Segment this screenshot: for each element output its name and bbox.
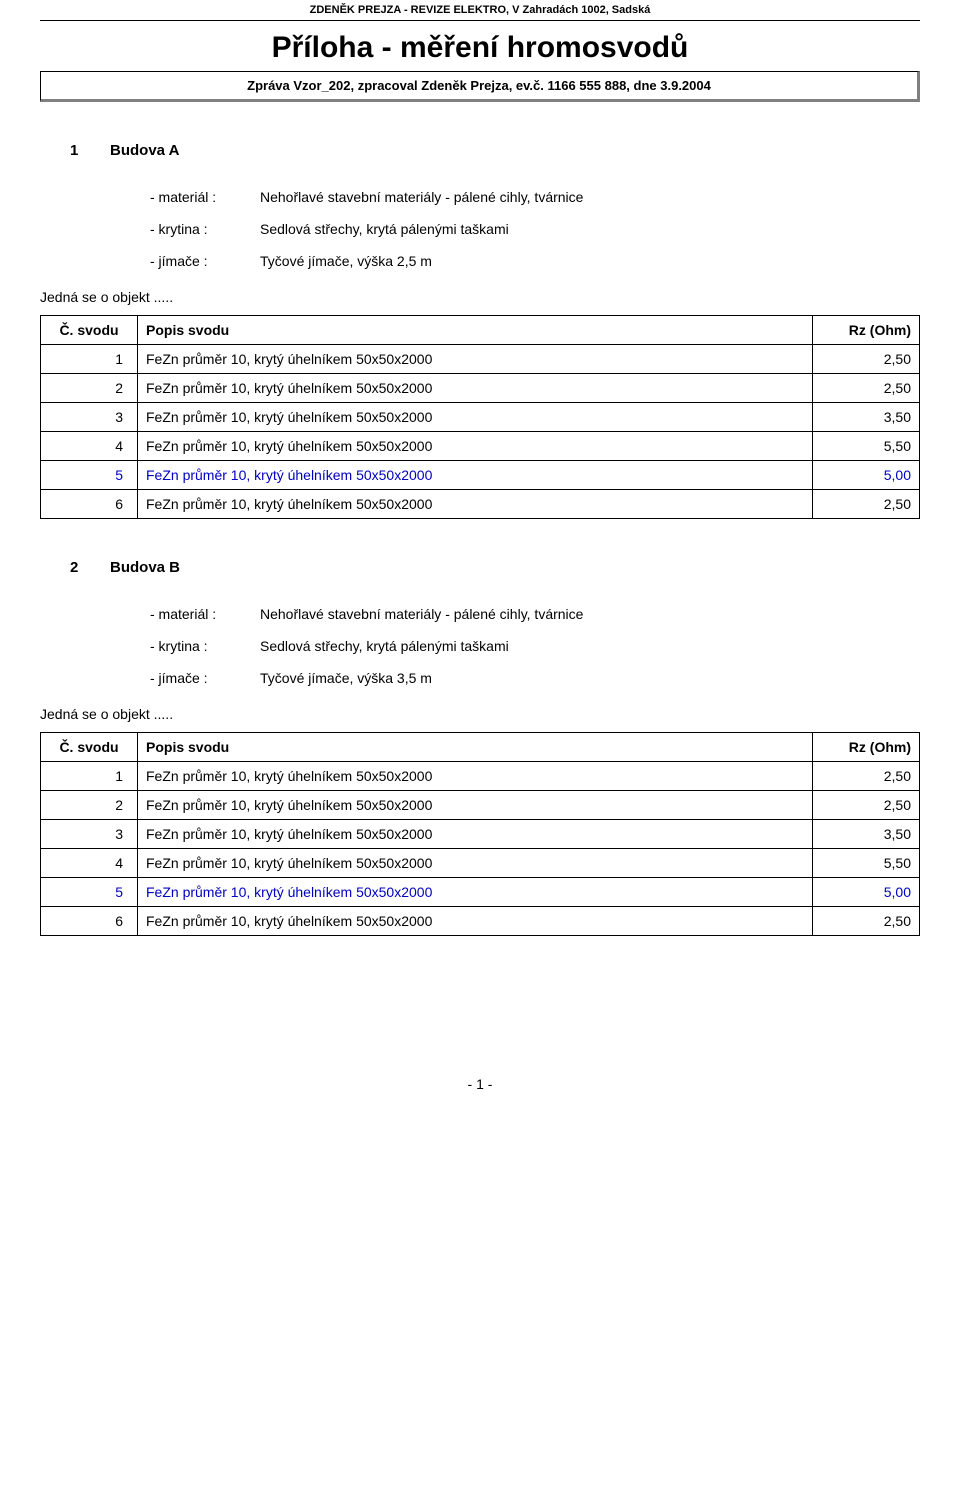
table-row: 1FeZn průměr 10, krytý úhelníkem 50x50x2… bbox=[41, 345, 920, 374]
cell-description: FeZn průměr 10, krytý úhelníkem 50x50x20… bbox=[138, 461, 813, 490]
table-row: 4FeZn průměr 10, krytý úhelníkem 50x50x2… bbox=[41, 849, 920, 878]
cell-description: FeZn průměr 10, krytý úhelníkem 50x50x20… bbox=[138, 432, 813, 461]
report-info-box: Zpráva Vzor_202, zpracoval Zdeněk Prejza… bbox=[40, 71, 920, 102]
property-label: - krytina : bbox=[150, 638, 260, 654]
cell-number: 1 bbox=[41, 762, 138, 791]
table-row: 5FeZn průměr 10, krytý úhelníkem 50x50x2… bbox=[41, 461, 920, 490]
cell-description: FeZn průměr 10, krytý úhelníkem 50x50x20… bbox=[138, 820, 813, 849]
cell-number: 2 bbox=[41, 374, 138, 403]
cell-rz: 2,50 bbox=[813, 791, 920, 820]
property-label: - materiál : bbox=[150, 606, 260, 622]
object-note: Jedná se o objekt ..... bbox=[40, 706, 920, 722]
cell-rz: 2,50 bbox=[813, 907, 920, 936]
cell-rz: 3,50 bbox=[813, 403, 920, 432]
property-value: Nehořlavé stavební materiály - pálené ci… bbox=[260, 189, 583, 205]
cell-number: 4 bbox=[41, 849, 138, 878]
table-row: 1FeZn průměr 10, krytý úhelníkem 50x50x2… bbox=[41, 762, 920, 791]
main-title: Příloha - měření hromosvodů bbox=[0, 21, 960, 71]
cell-rz: 2,50 bbox=[813, 490, 920, 519]
cell-rz: 5,50 bbox=[813, 849, 920, 878]
measurements-table: Č. svoduPopis svoduRz (Ohm)1FeZn průměr … bbox=[40, 315, 920, 519]
property-value: Tyčové jímače, výška 2,5 m bbox=[260, 253, 432, 269]
property-value: Tyčové jímače, výška 3,5 m bbox=[260, 670, 432, 686]
cell-number: 3 bbox=[41, 403, 138, 432]
column-header-number: Č. svodu bbox=[41, 733, 138, 762]
cell-description: FeZn průměr 10, krytý úhelníkem 50x50x20… bbox=[138, 345, 813, 374]
section-properties: - materiál :Nehořlavé stavební materiály… bbox=[150, 606, 920, 686]
cell-rz: 5,00 bbox=[813, 461, 920, 490]
property-label: - jímače : bbox=[150, 253, 260, 269]
table-row: 4FeZn průměr 10, krytý úhelníkem 50x50x2… bbox=[41, 432, 920, 461]
section-name: Budova A bbox=[110, 142, 179, 159]
cell-description: FeZn průměr 10, krytý úhelníkem 50x50x20… bbox=[138, 374, 813, 403]
cell-number: 5 bbox=[41, 878, 138, 907]
section-number: 2 bbox=[70, 559, 110, 576]
section-properties: - materiál :Nehořlavé stavební materiály… bbox=[150, 189, 920, 269]
property-label: - krytina : bbox=[150, 221, 260, 237]
cell-number: 1 bbox=[41, 345, 138, 374]
cell-description: FeZn průměr 10, krytý úhelníkem 50x50x20… bbox=[138, 878, 813, 907]
property-row: - krytina :Sedlová střechy, krytá pálený… bbox=[150, 638, 920, 654]
column-header-number: Č. svodu bbox=[41, 316, 138, 345]
column-header-rz: Rz (Ohm) bbox=[813, 316, 920, 345]
section-header: 1Budova A bbox=[70, 142, 920, 159]
table-row: 2FeZn průměr 10, krytý úhelníkem 50x50x2… bbox=[41, 791, 920, 820]
property-value: Sedlová střechy, krytá pálenými taškami bbox=[260, 638, 509, 654]
cell-rz: 3,50 bbox=[813, 820, 920, 849]
column-header-description: Popis svodu bbox=[138, 316, 813, 345]
table-row: 3FeZn průměr 10, krytý úhelníkem 50x50x2… bbox=[41, 820, 920, 849]
section-number: 1 bbox=[70, 142, 110, 159]
cell-description: FeZn průměr 10, krytý úhelníkem 50x50x20… bbox=[138, 762, 813, 791]
property-label: - jímače : bbox=[150, 670, 260, 686]
property-value: Sedlová střechy, krytá pálenými taškami bbox=[260, 221, 509, 237]
cell-number: 4 bbox=[41, 432, 138, 461]
table-row: 3FeZn průměr 10, krytý úhelníkem 50x50x2… bbox=[41, 403, 920, 432]
cell-number: 5 bbox=[41, 461, 138, 490]
property-row: - jímače :Tyčové jímače, výška 3,5 m bbox=[150, 670, 920, 686]
object-note: Jedná se o objekt ..... bbox=[40, 289, 920, 305]
property-label: - materiál : bbox=[150, 189, 260, 205]
property-row: - materiál :Nehořlavé stavební materiály… bbox=[150, 606, 920, 622]
property-row: - jímače :Tyčové jímače, výška 2,5 m bbox=[150, 253, 920, 269]
cell-rz: 2,50 bbox=[813, 345, 920, 374]
column-header-rz: Rz (Ohm) bbox=[813, 733, 920, 762]
cell-description: FeZn průměr 10, krytý úhelníkem 50x50x20… bbox=[138, 791, 813, 820]
cell-rz: 5,50 bbox=[813, 432, 920, 461]
table-row: 2FeZn průměr 10, krytý úhelníkem 50x50x2… bbox=[41, 374, 920, 403]
top-header-line: ZDENĚK PREJZA - REVIZE ELEKTRO, V Zahrad… bbox=[40, 0, 920, 21]
column-header-description: Popis svodu bbox=[138, 733, 813, 762]
cell-rz: 5,00 bbox=[813, 878, 920, 907]
cell-description: FeZn průměr 10, krytý úhelníkem 50x50x20… bbox=[138, 907, 813, 936]
cell-number: 6 bbox=[41, 907, 138, 936]
cell-rz: 2,50 bbox=[813, 762, 920, 791]
table-row: 6FeZn průměr 10, krytý úhelníkem 50x50x2… bbox=[41, 490, 920, 519]
property-row: - krytina :Sedlová střechy, krytá pálený… bbox=[150, 221, 920, 237]
cell-number: 6 bbox=[41, 490, 138, 519]
table-row: 6FeZn průměr 10, krytý úhelníkem 50x50x2… bbox=[41, 907, 920, 936]
cell-description: FeZn průměr 10, krytý úhelníkem 50x50x20… bbox=[138, 403, 813, 432]
cell-rz: 2,50 bbox=[813, 374, 920, 403]
section-name: Budova B bbox=[110, 559, 180, 576]
page-footer: - 1 - bbox=[0, 1076, 960, 1092]
section-header: 2Budova B bbox=[70, 559, 920, 576]
cell-description: FeZn průměr 10, krytý úhelníkem 50x50x20… bbox=[138, 849, 813, 878]
cell-number: 3 bbox=[41, 820, 138, 849]
property-row: - materiál :Nehořlavé stavební materiály… bbox=[150, 189, 920, 205]
measurements-table: Č. svoduPopis svoduRz (Ohm)1FeZn průměr … bbox=[40, 732, 920, 936]
cell-number: 2 bbox=[41, 791, 138, 820]
cell-description: FeZn průměr 10, krytý úhelníkem 50x50x20… bbox=[138, 490, 813, 519]
table-row: 5FeZn průměr 10, krytý úhelníkem 50x50x2… bbox=[41, 878, 920, 907]
property-value: Nehořlavé stavební materiály - pálené ci… bbox=[260, 606, 583, 622]
